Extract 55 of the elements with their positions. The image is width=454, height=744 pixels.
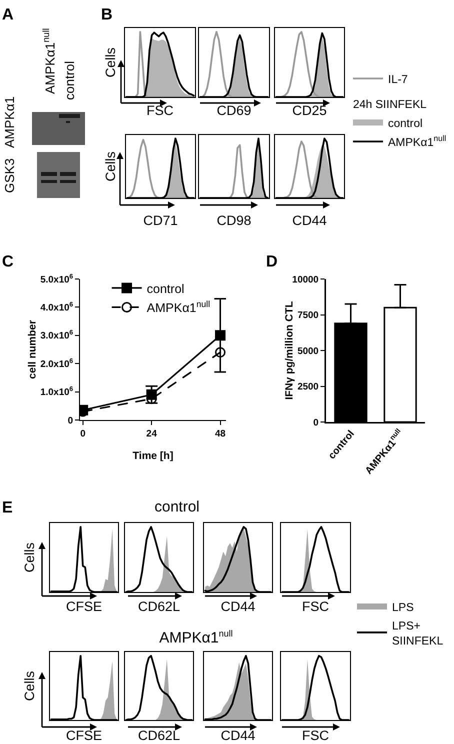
x-tick-label: 0: [80, 428, 86, 440]
y-axis-title: Cells: [102, 47, 118, 78]
point: [215, 330, 226, 341]
y-tick-label: 3.0x10$^{6}$: [40, 330, 74, 342]
text: AMPKα1$^{null}$: [159, 628, 233, 646]
y-tick-label: 0: [68, 415, 74, 426]
y-tick-label: 1.0x10$^{6}$: [40, 386, 74, 398]
x-axis-title: CFSE: [66, 728, 102, 743]
y-tick-label: 4.0x10$^{6}$: [40, 302, 74, 314]
text: AMPKα1: [2, 96, 17, 148]
legend-label: AMPKα1$^{null}$: [388, 134, 446, 149]
legend-label: IL-7: [388, 74, 408, 86]
x-axis-title: CD71: [143, 212, 178, 228]
x-axis-title: CD44: [292, 212, 328, 228]
y-tick-label: 5.0x10$^{6}$: [40, 273, 74, 286]
legend-title: 24h SIINFEKL: [353, 98, 428, 111]
y-axis-title: IFNγ pg/million CTL: [283, 300, 296, 400]
x-tick-label: 24: [146, 428, 158, 440]
y-tick-label: 7500: [297, 310, 319, 322]
x-axis-title: CD69: [216, 102, 252, 118]
y-axis-title: cell number: [26, 320, 38, 379]
x-axis-title: CD25: [292, 102, 327, 118]
chart-title: B: [101, 6, 113, 24]
y-tick-label: 5000: [297, 346, 319, 357]
legend-label: control: [388, 118, 423, 130]
text: GSK3: [2, 158, 17, 193]
x-axis-title: CD98: [216, 212, 252, 228]
text: control: [154, 498, 200, 516]
x-axis-title: FSC: [146, 102, 174, 118]
x-axis-title: FSC: [302, 728, 330, 743]
x-axis-title: CD44: [220, 598, 256, 614]
text: control: [62, 60, 77, 100]
chart-title: C: [2, 254, 14, 271]
x-axis-title: CD44: [220, 728, 256, 743]
x-axis-title: FSC: [302, 598, 330, 614]
x-axis-title: CD62L: [138, 728, 180, 743]
legend-label: AMPKα1$^{null}$: [146, 298, 210, 316]
x-axis-title: CD62L: [138, 598, 180, 614]
y-axis-title: Cells: [22, 542, 37, 573]
x-axis-title: Time [h]: [132, 450, 174, 462]
y-tick-label: 0: [313, 417, 319, 428]
x-tick-label: 48: [214, 428, 226, 440]
point: [215, 347, 226, 358]
y-tick-label: 2500: [297, 382, 319, 393]
x-axis-title: CFSE: [66, 598, 102, 614]
legend-label: LPS+ SIINFEKL: [392, 620, 444, 648]
chart-title: E: [2, 500, 13, 517]
y-axis-title: Cells: [22, 670, 37, 702]
chart-title: D: [266, 254, 278, 271]
y-axis-title: Cells: [102, 151, 118, 182]
legend-label: control: [146, 282, 184, 296]
legend-label: LPS: [392, 602, 414, 614]
y-tick-label: 10000: [292, 274, 319, 286]
text: A: [2, 6, 14, 24]
y-tick-label: 2.0x10$^{6}$: [40, 358, 74, 370]
